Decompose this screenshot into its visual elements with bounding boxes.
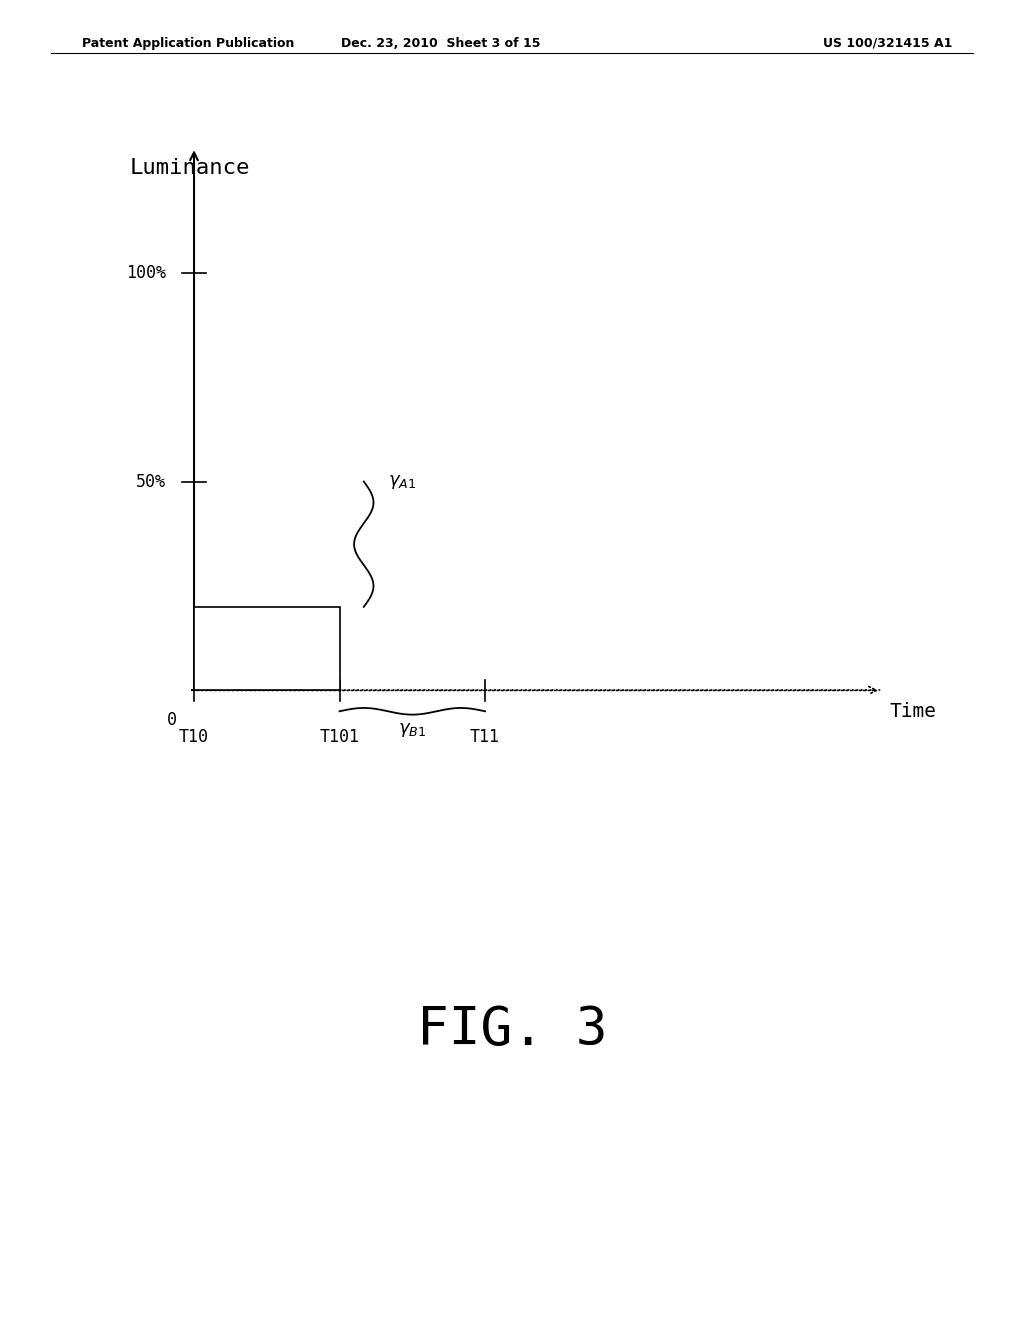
Bar	[194, 607, 340, 690]
Text: Patent Application Publication: Patent Application Publication	[82, 37, 294, 50]
Text: 100%: 100%	[126, 264, 166, 281]
Text: T101: T101	[319, 729, 359, 746]
Text: US 100/321415 A1: US 100/321415 A1	[823, 37, 952, 50]
Text: $\gamma_{A1}$: $\gamma_{A1}$	[388, 473, 416, 491]
Text: 50%: 50%	[136, 473, 166, 491]
Text: 0: 0	[166, 710, 176, 729]
Text: Time: Time	[889, 702, 936, 721]
Text: $\gamma_{B1}$: $\gamma_{B1}$	[398, 721, 426, 739]
Text: Luminance: Luminance	[129, 158, 250, 178]
Text: T10: T10	[179, 729, 209, 746]
Text: Dec. 23, 2010  Sheet 3 of 15: Dec. 23, 2010 Sheet 3 of 15	[341, 37, 540, 50]
Text: FIG. 3: FIG. 3	[417, 1003, 607, 1056]
Text: T11: T11	[470, 729, 500, 746]
